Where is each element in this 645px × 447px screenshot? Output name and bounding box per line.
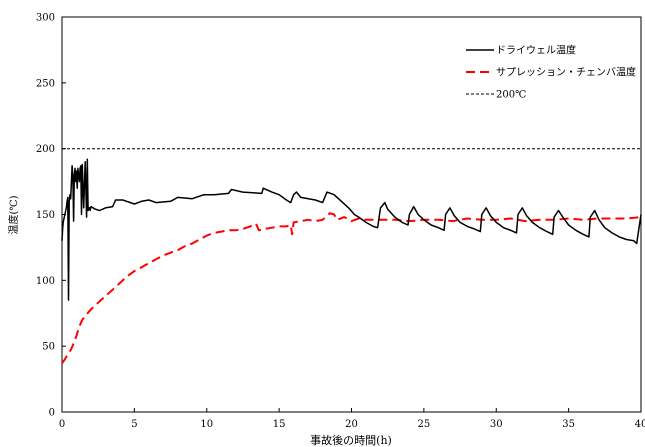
x-axis-label: 事故後の時間(h) (310, 433, 392, 447)
y-tick-label: 150 (36, 210, 55, 221)
y-tick-label: 0 (49, 408, 55, 419)
y-tick-label: 50 (42, 342, 55, 353)
x-tick-label: 40 (635, 419, 645, 430)
legend-label: サプレッション・チェンバ温度 (496, 66, 636, 79)
x-tick-label: 0 (59, 419, 65, 430)
drywell-temperature-line (61, 158, 642, 301)
y-tick-label: 300 (36, 13, 55, 24)
x-tick-label: 5 (131, 419, 137, 430)
y-tick-label: 250 (36, 78, 55, 89)
legend-item-200c: 200℃ (466, 90, 526, 101)
legend-label: 200℃ (496, 90, 526, 101)
x-tick-label: 25 (418, 419, 431, 430)
y-tick-label: 100 (36, 276, 55, 287)
legend-item-drywell: ドライウェル温度 (466, 44, 576, 57)
legend-label: ドライウェル温度 (496, 44, 576, 57)
legend-item-suppression-chamber: サプレッション・チェンバ温度 (466, 66, 636, 79)
suppression-chamber-temperature-line (61, 212, 642, 364)
x-tick-label: 10 (200, 419, 213, 430)
x-tick-label: 15 (273, 419, 286, 430)
axes-layer: 0 50 100 150 200 250 300 0 5 10 15 20 25 30 35 40 (36, 13, 645, 431)
x-tick-label: 35 (562, 419, 575, 430)
x-tick-label: 20 (345, 419, 358, 430)
y-tick-label: 200 (36, 144, 55, 155)
series-layer (61, 148, 642, 364)
y-axis-label: 温度(℃) (7, 195, 20, 234)
x-tick-label: 30 (490, 419, 503, 430)
